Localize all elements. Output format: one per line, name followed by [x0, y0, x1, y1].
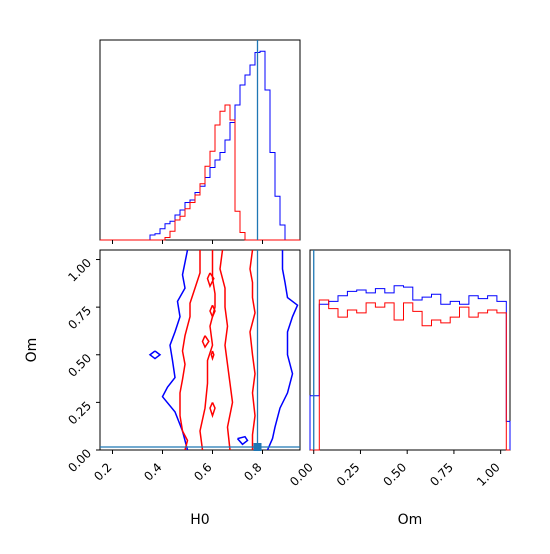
om-xtick-label: 1.00 — [474, 460, 503, 489]
x-axis-label-h0: H0 — [190, 512, 209, 528]
om-ytick-label: 0.50 — [65, 351, 94, 380]
contour-red-0 — [179, 250, 201, 450]
om-ytick-label: 0.75 — [65, 303, 94, 332]
contour-red-8 — [209, 402, 216, 419]
h0-marginal-histogram — [100, 40, 300, 241]
h0-marginal-frame — [99, 39, 301, 241]
h0-om-joint-frame — [99, 249, 301, 451]
om-xtick-label: 0.50 — [381, 460, 410, 489]
om-xtick-label: 0.75 — [427, 460, 456, 489]
contour-blue-3 — [236, 435, 249, 446]
om-ytick-label: 0.25 — [65, 399, 94, 428]
y-axis-label-om: Om — [24, 338, 40, 363]
contour-blue-1 — [266, 250, 299, 450]
om-ytick-label: 1.00 — [65, 256, 94, 285]
h0-hist-series-blue — [100, 50, 300, 241]
om-hist-series-red — [310, 299, 510, 451]
contour-lines — [148, 250, 299, 450]
om-xtick-label: 0.00 — [287, 460, 316, 489]
h0-xtick-label: 0.4 — [141, 460, 164, 483]
h0-xtick-label: 0.2 — [91, 460, 114, 483]
x-axis-label-om: Om — [398, 512, 423, 528]
om-marginal-histogram — [309, 250, 511, 451]
contour-red-2 — [219, 250, 234, 450]
contour-red-3 — [249, 250, 256, 450]
contour-blue-0 — [161, 250, 189, 450]
h0-om-contours — [100, 250, 300, 451]
contour-red-4 — [206, 272, 215, 289]
h0-xtick-label: 0.6 — [191, 460, 214, 483]
truth-marker — [253, 443, 262, 451]
om-ytick-label: 0.00 — [65, 446, 94, 475]
contour-red-7 — [210, 350, 215, 362]
contour-red-5 — [209, 304, 216, 319]
contour-red-1 — [199, 250, 216, 450]
om-xtick-label: 0.25 — [334, 460, 363, 489]
om-marginal-frame — [309, 249, 511, 451]
contour-blue-2 — [148, 350, 162, 360]
h0-xtick-label: 0.8 — [241, 460, 264, 483]
contour-red-6 — [201, 335, 210, 349]
h0-hist-series-red — [100, 104, 300, 241]
om-hist-series-blue — [309, 285, 511, 450]
